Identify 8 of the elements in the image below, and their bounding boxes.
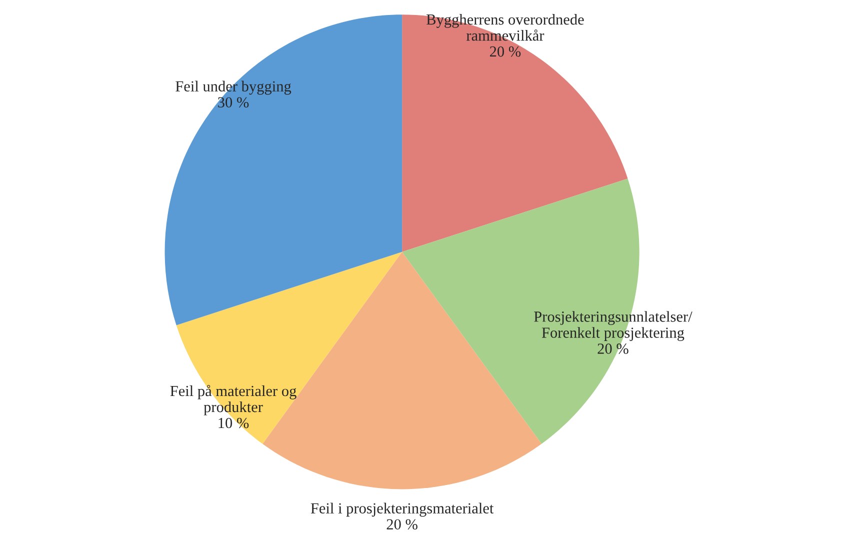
- data-label: 20 %: [598, 344, 628, 354]
- slice-label: Feil i prosjekteringsmaterialet: [310, 502, 494, 517]
- data-label: 30 %: [218, 97, 249, 108]
- data-label: 10 %: [218, 418, 249, 428]
- data-label: 20 %: [386, 519, 418, 530]
- data-label: 20 %: [490, 46, 521, 57]
- pie-slice: [402, 14, 628, 252]
- pie-slice: [164, 14, 402, 326]
